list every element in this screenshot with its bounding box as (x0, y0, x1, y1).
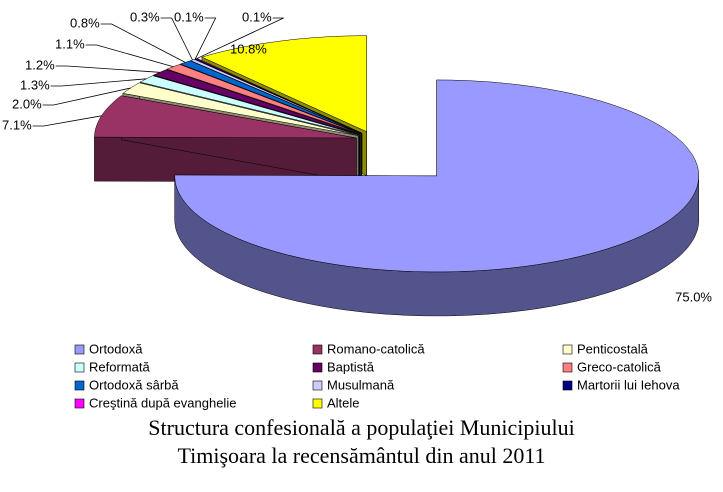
leader-line (55, 65, 160, 73)
legend-swatch (74, 398, 85, 409)
leader-line (160, 17, 193, 61)
leader-line (100, 23, 186, 63)
legend-label: Altele (327, 395, 360, 410)
legend-label: Musulmană (327, 377, 395, 392)
legend-swatch (74, 380, 85, 391)
leader-line (32, 115, 102, 127)
data-label: 75.0% (675, 289, 712, 304)
slice-top (179, 60, 362, 134)
pie-slice (174, 79, 699, 317)
data-label: 7.1% (2, 117, 32, 132)
legend-swatch (562, 344, 573, 355)
data-label: 2.0% (12, 96, 42, 111)
legend-label: Ortodoxă (89, 341, 143, 356)
legend-label: Penticostală (577, 341, 649, 356)
pie-slice (94, 95, 357, 183)
legend-label: Baptistă (327, 359, 375, 374)
data-label: 1.3% (20, 77, 50, 92)
data-label: 1.2% (25, 57, 55, 72)
data-label: 0.8% (70, 15, 100, 30)
legend-label: Creştină după evanghelie (89, 395, 236, 410)
legend-swatch (312, 380, 323, 391)
legend-swatch (74, 362, 85, 373)
chart-title: Structura confesională a populaţiei Muni… (148, 415, 575, 468)
legend-swatch (312, 362, 323, 373)
leader-line (196, 17, 284, 60)
leader-line (42, 87, 131, 106)
data-label: 1.1% (55, 36, 85, 51)
data-label: 0.1% (242, 9, 272, 24)
leader-line (85, 44, 174, 68)
leader-line (50, 78, 147, 87)
legend-swatch (562, 362, 573, 373)
legend-swatch (312, 344, 323, 355)
slice-top (201, 35, 367, 133)
slice-top (174, 79, 699, 273)
legend-label: Greco-catolică (577, 359, 662, 374)
legend-swatch (74, 344, 85, 355)
leader-line (194, 17, 217, 60)
legend-label: Reformată (89, 359, 150, 374)
legend-swatch (312, 398, 323, 409)
legend-label: Martorii lui Iehova (577, 377, 680, 392)
data-label: 0.1% (174, 9, 204, 24)
title-box: Structura confesională a populaţiei Muni… (0, 414, 723, 470)
data-label: 0.3% (130, 9, 160, 24)
data-label: 10.8% (230, 41, 267, 56)
legend-label: Ortodoxă sârbă (89, 377, 179, 392)
legend-swatch (562, 380, 573, 391)
legend-label: Romano-catolică (327, 341, 425, 356)
